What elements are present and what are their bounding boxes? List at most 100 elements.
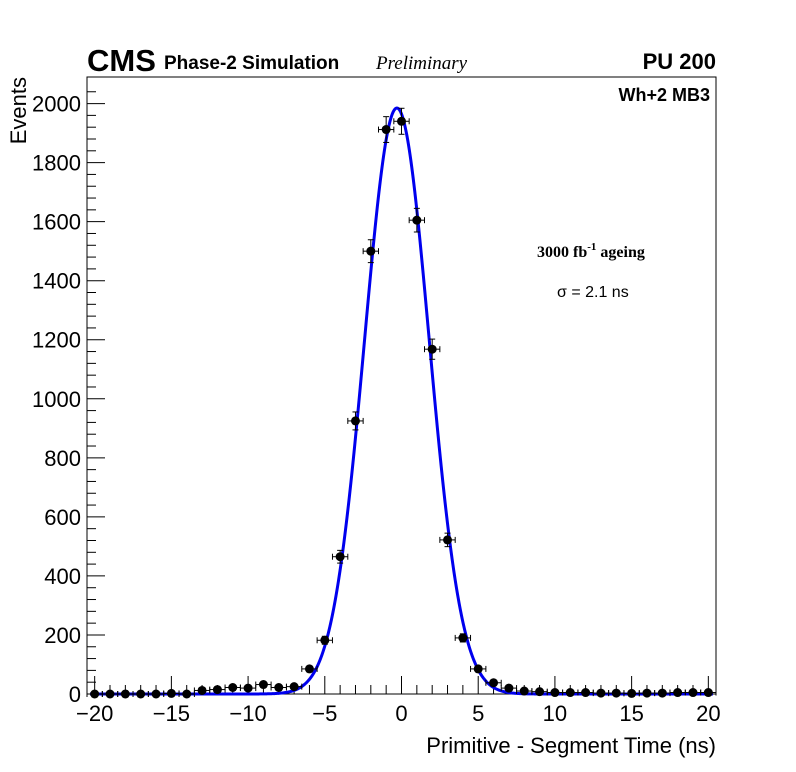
data-marker	[565, 688, 575, 698]
data-marker	[397, 116, 406, 126]
x-tick-label: −5	[312, 701, 337, 726]
data-point	[132, 689, 149, 699]
data-point	[393, 107, 410, 135]
data-point	[347, 411, 364, 431]
y-tick-label: 1200	[32, 328, 81, 353]
data-point	[255, 680, 272, 690]
data-point	[331, 549, 349, 564]
data-point	[592, 688, 610, 698]
x-tick-label: −20	[76, 701, 113, 726]
y-tick-label: 1600	[32, 210, 81, 235]
data-marker	[535, 687, 545, 697]
data-point	[316, 635, 333, 645]
data-marker	[550, 688, 560, 698]
data-point	[117, 689, 134, 699]
ageing-word: ageing	[600, 244, 644, 261]
y-tick-label: 600	[44, 505, 81, 530]
data-marker	[243, 683, 253, 693]
data-point	[301, 664, 318, 674]
data-marker	[166, 688, 176, 698]
subtitle-label: Phase-2 Simulation	[164, 53, 339, 74]
data-marker	[519, 686, 529, 696]
data-point	[577, 688, 594, 698]
sigma-label: σ = 2.1 ns	[557, 284, 629, 301]
ageing-exponent: -1	[587, 241, 596, 253]
x-tick-label: 5	[472, 701, 484, 726]
data-point	[700, 688, 717, 698]
data-marker	[258, 680, 268, 690]
data-point	[224, 683, 241, 693]
data-marker	[90, 689, 100, 699]
data-point	[684, 688, 702, 698]
data-point	[638, 688, 656, 698]
ageing-label: 3000 fb-1 ageing	[537, 241, 645, 261]
data-point	[178, 689, 195, 699]
tick-labels: −20 −15 −10 −5 0 5 10 15 20020040060080010001200…	[32, 92, 721, 726]
x-tick-label: 10	[543, 701, 567, 726]
data-marker	[657, 688, 667, 698]
data-marker	[304, 664, 314, 674]
data-point	[362, 239, 379, 264]
data-point	[147, 689, 165, 699]
data-point	[546, 688, 564, 698]
data-marker	[489, 678, 499, 688]
data-marker	[688, 688, 698, 698]
data-marker	[136, 689, 146, 699]
data-marker	[151, 689, 161, 699]
data-marker	[274, 683, 284, 693]
data-marker	[228, 683, 238, 693]
y-tick-label: 2000	[32, 92, 81, 117]
data-point	[454, 633, 472, 643]
y-tick-label: 1400	[32, 269, 81, 294]
pileup-label: PU 200	[643, 49, 716, 74]
data-marker	[197, 685, 207, 695]
data-marker	[627, 688, 637, 698]
plot-frame	[86, 76, 717, 695]
data-point	[86, 689, 103, 699]
data-marker	[473, 664, 483, 674]
x-tick-label: 0	[395, 701, 407, 726]
data-layer	[86, 107, 717, 699]
y-tick-label: 400	[44, 564, 81, 589]
data-marker	[443, 535, 453, 545]
data-marker	[120, 689, 130, 699]
data-point	[285, 682, 303, 692]
axis-ticks	[87, 91, 709, 695]
data-point	[270, 683, 287, 693]
data-point	[424, 338, 441, 360]
data-marker	[381, 125, 391, 135]
experiment-label: CMS	[87, 43, 156, 78]
data-marker	[703, 688, 713, 698]
data-marker	[427, 344, 437, 354]
data-marker	[458, 633, 468, 643]
data-point	[239, 683, 257, 693]
x-tick-label: −15	[153, 701, 190, 726]
data-point	[408, 207, 426, 233]
data-marker	[673, 688, 683, 698]
data-marker	[581, 688, 591, 698]
data-point	[562, 688, 579, 698]
data-point	[623, 688, 640, 698]
status-label: Preliminary	[375, 53, 468, 74]
data-marker	[611, 688, 621, 698]
y-tick-label: 0	[69, 682, 81, 707]
data-point	[669, 688, 686, 698]
data-marker	[289, 682, 299, 692]
data-marker	[182, 689, 192, 699]
y-tick-label: 1000	[32, 387, 81, 412]
data-point	[654, 688, 671, 698]
x-tick-label: 20	[696, 701, 720, 726]
y-tick-label: 1800	[32, 151, 81, 176]
data-point	[485, 678, 502, 688]
data-marker	[350, 416, 360, 426]
ageing-value: 3000 fb	[537, 244, 587, 261]
fit-layer	[90, 106, 713, 696]
data-marker	[504, 683, 514, 693]
data-marker	[596, 688, 606, 698]
data-point	[163, 688, 180, 698]
x-tick-label: −10	[229, 701, 266, 726]
data-point	[470, 664, 487, 674]
data-marker	[320, 635, 330, 645]
data-marker	[335, 552, 345, 562]
